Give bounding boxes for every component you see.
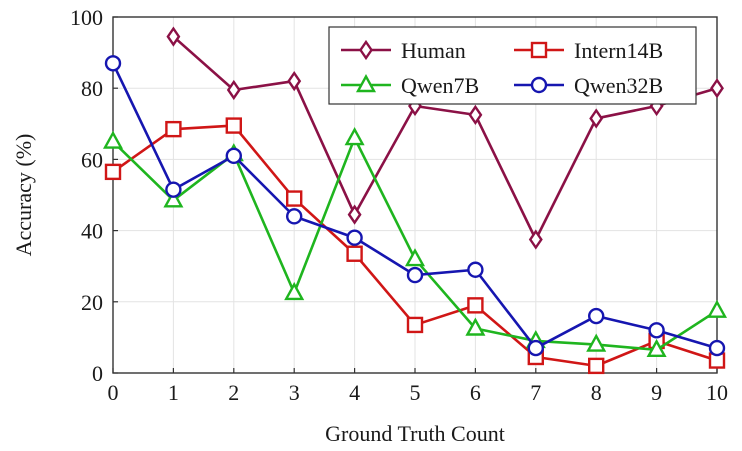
x-tick-label: 3	[289, 380, 300, 405]
x-tick-label: 9	[651, 380, 662, 405]
data-point-intern14b	[346, 245, 363, 262]
x-tick-label: 4	[349, 380, 360, 405]
data-point-qwen7b	[465, 317, 486, 336]
legend-marker-human	[359, 39, 373, 61]
series-intern14b	[104, 117, 726, 375]
y-tick-label: 40	[81, 219, 103, 244]
x-tick-label: 7	[530, 380, 541, 405]
data-point-human	[347, 204, 362, 225]
series-line-human	[172, 35, 718, 241]
data-point-qwen32b	[648, 322, 665, 339]
data-point-qwen32b	[104, 55, 122, 72]
legend-label-qwen32b: Qwen32B	[574, 73, 663, 98]
data-point-intern14b	[286, 190, 303, 207]
data-point-intern14b	[406, 316, 424, 334]
data-point-human	[226, 79, 241, 101]
legend-entry-qwen7b: Qwen7B	[341, 73, 479, 98]
data-point-human	[287, 70, 302, 92]
data-point-qwen7b	[706, 299, 728, 318]
data-point-qwen32b	[467, 261, 484, 278]
data-point-qwen32b	[708, 339, 726, 357]
data-point-qwen7b	[404, 248, 426, 267]
data-point-human	[710, 78, 724, 99]
data-point-qwen32b	[588, 307, 605, 325]
legend-entry-human: Human	[341, 38, 466, 63]
data-point-qwen32b	[406, 266, 424, 284]
legend-marker-qwen7b	[355, 74, 377, 93]
legend: Human Intern14B Qwen7B Qwen32B	[328, 26, 697, 105]
y-tick-label: 20	[81, 290, 103, 315]
legend-entry-qwen32b: Qwen32B	[514, 73, 663, 98]
x-tick-label: 0	[108, 380, 119, 405]
data-point-qwen7b	[163, 189, 184, 208]
data-point-qwen32b	[225, 147, 243, 165]
y-tick-label: 100	[70, 5, 103, 30]
x-tick-label: 5	[410, 380, 421, 405]
x-tick-label: 10	[706, 380, 728, 405]
x-axis-title: Ground Truth Count	[325, 421, 505, 446]
x-tick-label: 2	[228, 380, 239, 405]
data-point-intern14b	[467, 297, 484, 314]
data-point-human	[589, 108, 604, 129]
legend-entry-intern14b: Intern14B	[514, 38, 663, 63]
data-point-intern14b	[104, 163, 122, 181]
data-point-qwen7b	[284, 281, 305, 301]
data-point-intern14b	[588, 357, 605, 375]
data-point-qwen7b	[102, 130, 124, 149]
series-qwen32b	[104, 55, 726, 357]
series-qwen7b	[102, 127, 728, 358]
x-tick-label: 1	[168, 380, 179, 405]
y-axis-title: Accuracy (%)	[11, 134, 36, 257]
data-point-human	[528, 229, 543, 250]
data-point-qwen32b	[286, 208, 303, 225]
data-point-qwen32b	[346, 229, 363, 246]
data-point-qwen32b	[165, 181, 182, 198]
legend-marker-qwen32b	[530, 76, 548, 94]
x-tick-label: 8	[591, 380, 602, 405]
data-point-qwen32b	[527, 339, 544, 357]
data-point-qwen7b	[646, 338, 667, 358]
legend-marker-intern14b	[530, 41, 548, 59]
legend-label-intern14b: Intern14B	[574, 38, 663, 63]
data-point-qwen7b	[344, 127, 365, 146]
legend-label-qwen7b: Qwen7B	[401, 73, 479, 98]
y-tick-label: 80	[81, 76, 103, 101]
data-point-intern14b	[225, 117, 243, 134]
y-tick-label: 0	[92, 361, 103, 386]
data-point-qwen7b	[586, 333, 607, 352]
x-tick-label: 6	[470, 380, 481, 405]
data-point-human	[166, 26, 181, 47]
legend-label-human: Human	[401, 38, 466, 63]
legend-box	[328, 26, 697, 105]
y-tick-label: 60	[81, 147, 103, 172]
data-point-human	[468, 104, 483, 126]
data-point-intern14b	[165, 120, 182, 138]
